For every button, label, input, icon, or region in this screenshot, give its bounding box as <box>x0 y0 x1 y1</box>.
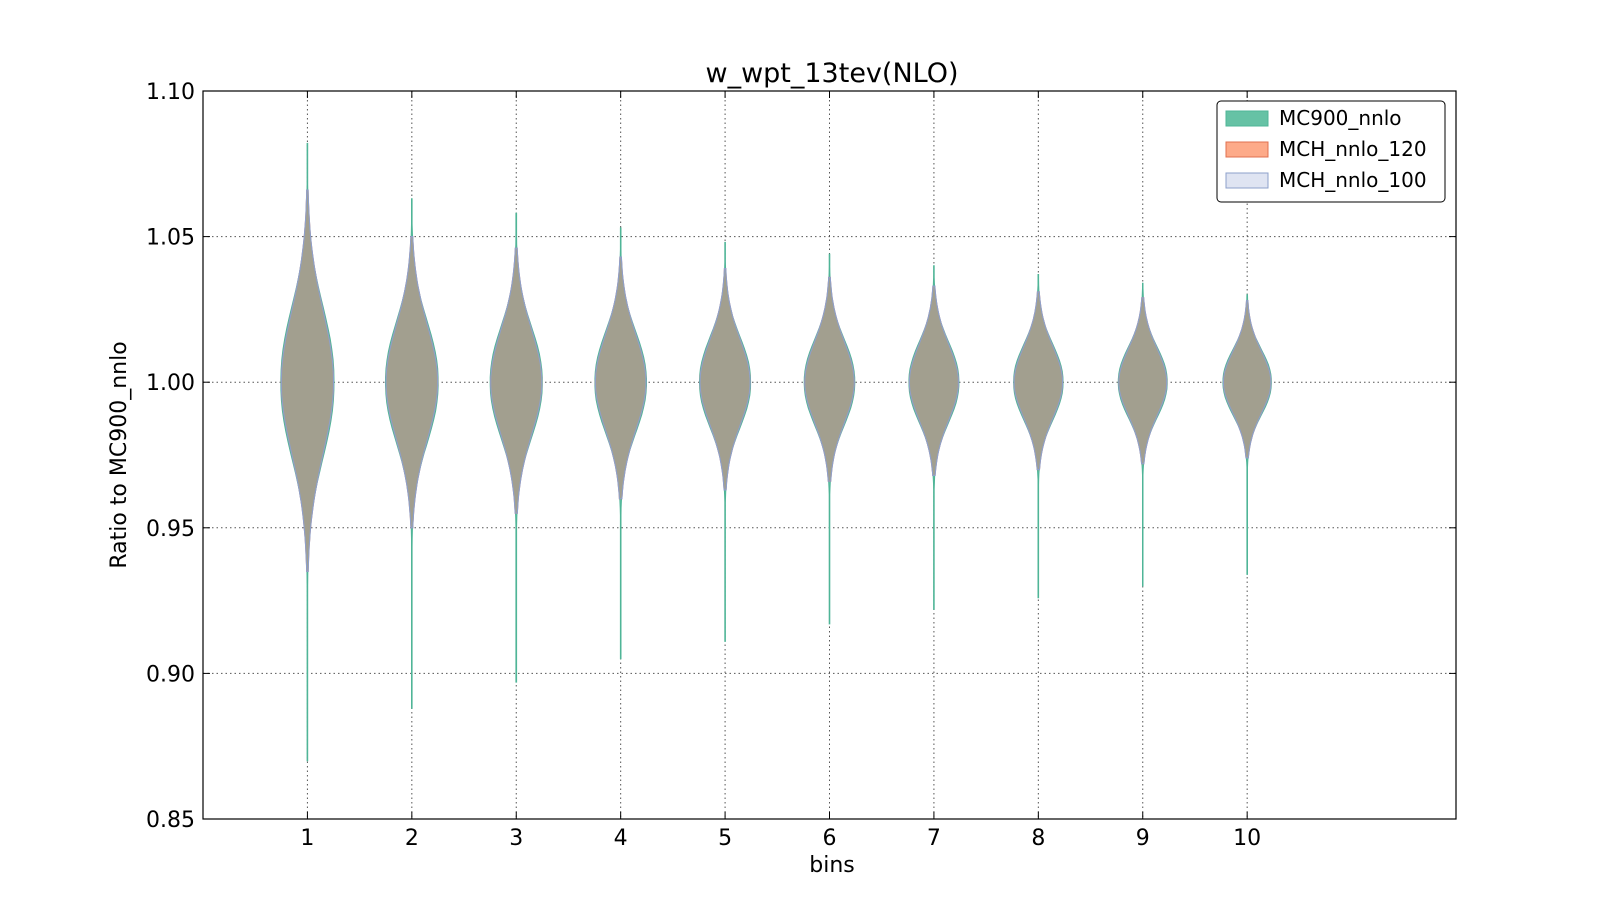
y-tick-label: 0.85 <box>146 808 195 833</box>
legend-swatch <box>1225 172 1269 189</box>
violin-mch-nnlo-100-bin-1 <box>280 189 335 573</box>
x-axis-ticks: 1 2 3 4 5 6 7 8 9 10 <box>300 91 1261 851</box>
y-tick-label: 1.10 <box>146 80 195 105</box>
x-tick-label: 10 <box>1233 826 1261 851</box>
y-axis-ticks: 0.85 0.90 0.95 1.00 1.05 1.10 <box>146 80 1456 833</box>
x-tick-label: 4 <box>614 826 628 851</box>
x-tick-label: 1 <box>300 826 314 851</box>
x-tick-label: 9 <box>1136 826 1150 851</box>
violins <box>280 142 1272 762</box>
x-tick-label: 2 <box>405 826 419 851</box>
y-tick-label: 1.05 <box>146 226 195 251</box>
violin-mch-nnlo-100-bin-6 <box>804 276 855 482</box>
y-tick-label: 0.90 <box>146 662 195 687</box>
y-tick-label: 1.00 <box>146 371 195 396</box>
legend-label: MCH_nnlo_120 <box>1279 137 1427 161</box>
violin-mch-nnlo-100-bin-3 <box>490 247 543 514</box>
legend: MC900_nnlo MCH_nnlo_120 MCH_nnlo_100 <box>1216 100 1446 203</box>
x-tick-label: 5 <box>718 826 732 851</box>
x-tick-label: 6 <box>823 826 837 851</box>
x-tick-label: 3 <box>509 826 523 851</box>
x-axis-label: bins <box>809 853 854 878</box>
legend-swatch <box>1225 141 1269 158</box>
violin-mch-nnlo-100-bin-10 <box>1222 300 1272 459</box>
legend-label: MCH_nnlo_100 <box>1279 168 1427 192</box>
violin-mch-nnlo-100-bin-5 <box>699 268 751 491</box>
chart-title: w_wpt_13tev(NLO) <box>705 58 958 89</box>
violin-mch-nnlo-100-bin-8 <box>1013 291 1064 471</box>
y-axis-label: Ratio to MC900_nnlo <box>107 341 132 568</box>
legend-swatch <box>1225 110 1269 127</box>
violin-mch-nnlo-100-bin-2 <box>385 236 439 529</box>
legend-box <box>1216 100 1446 203</box>
violin-mch-nnlo-100-bin-4 <box>594 256 647 500</box>
y-tick-label: 0.95 <box>146 517 195 542</box>
violin-mch-nnlo-100-bin-7 <box>908 285 959 476</box>
x-tick-label: 8 <box>1031 826 1045 851</box>
violin-mch-nnlo-100-bin-9 <box>1118 297 1168 465</box>
x-tick-label: 7 <box>927 826 941 851</box>
legend-label: MC900_nnlo <box>1279 106 1402 130</box>
